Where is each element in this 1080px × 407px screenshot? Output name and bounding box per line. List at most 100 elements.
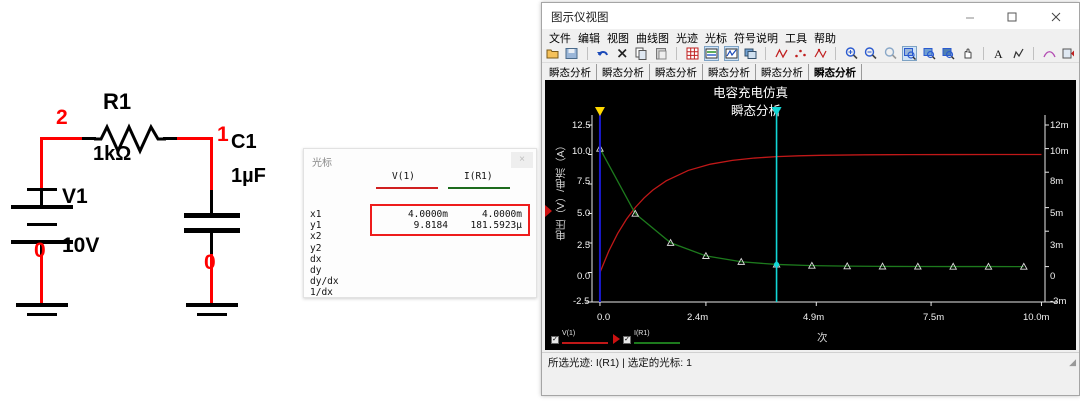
legend-icon[interactable] (704, 46, 720, 61)
undo-icon[interactable] (595, 46, 610, 61)
menu-item-cursor[interactable]: 光标 (705, 33, 727, 45)
tab-bar: 瞬态分析 瞬态分析 瞬态分析 瞬态分析 瞬态分析 瞬态分析 (542, 63, 1079, 80)
row-label: x2 (310, 231, 322, 243)
cursor-panel-grid: V(1) I(R1) x1 y1 x2 y2 dx dy dy/dx 1/dx … (304, 171, 536, 298)
wire-left-vertical (40, 137, 43, 189)
x-tick: 2.4m (687, 312, 709, 323)
menu-item-tools[interactable]: 工具 (785, 33, 807, 45)
menu-item-help[interactable]: 帮助 (814, 33, 836, 45)
y-left-tick: 12.5 (572, 120, 591, 131)
toolbar-separator (676, 47, 678, 60)
legend-checkbox[interactable]: ✓ (623, 336, 631, 344)
battery-plate-3 (27, 223, 57, 226)
trace-line-icon[interactable] (774, 46, 789, 61)
y-right-tick: 12m (1050, 120, 1069, 131)
cursor-readout-icon[interactable] (723, 46, 739, 61)
split-window-icon[interactable] (743, 46, 758, 61)
menu-item-legend[interactable]: 符号说明 (734, 33, 778, 45)
close-icon[interactable] (1035, 3, 1077, 29)
toolbar-separator (835, 47, 837, 60)
wire-node2-top (40, 137, 82, 140)
toolbar-separator (982, 47, 984, 60)
paste-icon[interactable] (654, 46, 669, 61)
row-label: x1 (310, 209, 322, 220)
toolbar-separator (765, 47, 767, 60)
tab-transient-5[interactable]: 瞬态分析 (756, 64, 809, 80)
resize-grip-icon[interactable]: ◢ (1069, 357, 1076, 367)
copy-icon[interactable] (634, 46, 649, 61)
table-row: 4.0000m 4.0000m (374, 209, 524, 220)
node-label-gnd-left: 0 (34, 239, 46, 262)
column-underline-v1 (376, 187, 438, 189)
pan-hand-icon[interactable] (960, 46, 975, 61)
cursor-next-icon[interactable] (1061, 46, 1076, 61)
y-right-tick: 3m (1050, 240, 1064, 251)
y-right-tick: 0 (1050, 271, 1056, 282)
ground-left-bar1 (16, 303, 68, 307)
menu-bar: 文件 编辑 视图 曲线图 光迹 光标 符号说明 工具 帮助 (542, 29, 1079, 45)
node-label-1: 1 (217, 123, 229, 146)
zoom-out-icon[interactable] (863, 46, 878, 61)
minimize-icon[interactable] (949, 3, 991, 29)
annotate-icon[interactable] (1011, 46, 1026, 61)
cursor-panel-title: 光标 (312, 158, 332, 169)
zoom-region-icon[interactable] (902, 46, 918, 61)
row-label: dy/dx (310, 276, 339, 288)
text-tool-icon[interactable]: A (991, 46, 1006, 61)
menu-item-view[interactable]: 视图 (607, 33, 629, 45)
y-left-tick: 10.0 (572, 146, 591, 157)
column-header-ir1: I(R1) (464, 171, 493, 182)
close-icon[interactable]: × (511, 152, 533, 168)
save-icon[interactable] (564, 46, 579, 61)
wire-r1-left (82, 137, 96, 140)
row-label: dy (310, 265, 322, 277)
plot-canvas[interactable]: 电容充电仿真 瞬态分析 电压（V）/电流（A） 次 12.5 10.0 7.5 … (545, 80, 1076, 350)
trace-line-points-icon[interactable] (813, 46, 828, 61)
tab-transient-6[interactable]: 瞬态分析 (809, 64, 862, 80)
row-label: y1 (310, 220, 322, 232)
y-right-tick: -3m (1050, 296, 1067, 307)
table-row (374, 276, 524, 287)
x-axis-title: 次 (817, 332, 828, 344)
cursor-panel-header: V(1) I(R1) (304, 171, 536, 187)
zoom-in-icon[interactable] (844, 46, 859, 61)
cursor-measurement-panel[interactable]: 光标 × V(1) I(R1) x1 y1 x2 y2 dx dy dy/dx … (303, 148, 537, 298)
wire-r1-right (163, 137, 177, 140)
cell-value: 4.0000m (407, 209, 448, 220)
tab-transient-4[interactable]: 瞬态分析 (703, 64, 756, 80)
menu-item-edit[interactable]: 编辑 (578, 33, 600, 45)
y-right-tick: 5m (1050, 208, 1064, 219)
menu-item-graph[interactable]: 曲线图 (636, 33, 669, 45)
delete-icon[interactable] (615, 46, 630, 61)
x-tick: 7.5m (923, 312, 945, 323)
menu-item-trace[interactable]: 光迹 (676, 33, 698, 45)
grapher-window: 图示仪视图 文件 编辑 视图 曲线图 光迹 光标 符号说明 工具 帮助 (541, 2, 1080, 396)
open-folder-icon[interactable] (545, 46, 560, 61)
cursor-tool-icon[interactable] (1042, 46, 1057, 61)
zoom-y-icon[interactable] (941, 46, 956, 61)
row-label: 1/dx (310, 287, 333, 299)
x-tick: 10.0m (1023, 312, 1050, 323)
zoom-reset-icon[interactable] (883, 46, 898, 61)
tab-transient-2[interactable]: 瞬态分析 (597, 64, 650, 80)
r1-ref-label: R1 (103, 89, 132, 114)
node-label-2: 2 (56, 106, 68, 129)
ground-right-bar1 (186, 303, 238, 307)
chart-legend: ✓ V(1) ✓ I(R1) (551, 330, 751, 347)
zoom-x-icon[interactable] (922, 46, 937, 61)
cap-stem-bottom (210, 232, 213, 254)
trace-points-icon[interactable] (793, 46, 808, 61)
menu-item-file[interactable]: 文件 (549, 33, 571, 45)
grid-icon[interactable] (685, 46, 700, 61)
status-text: 所选光迹: I(R1) | 选定的光标: 1 (548, 357, 692, 369)
cell-value: 9.8184 (413, 220, 448, 232)
maximize-icon[interactable] (991, 3, 1033, 29)
legend-checkbox[interactable]: ✓ (551, 336, 559, 344)
chart-svg (545, 107, 1057, 306)
tab-transient-3[interactable]: 瞬态分析 (650, 64, 703, 80)
tab-transient-1[interactable]: 瞬态分析 (544, 64, 597, 80)
ground-right-bar2 (197, 313, 227, 316)
title-bar: 图示仪视图 (542, 3, 1079, 29)
toolbar-separator (1033, 47, 1035, 60)
wire-right-vertical (210, 137, 213, 193)
